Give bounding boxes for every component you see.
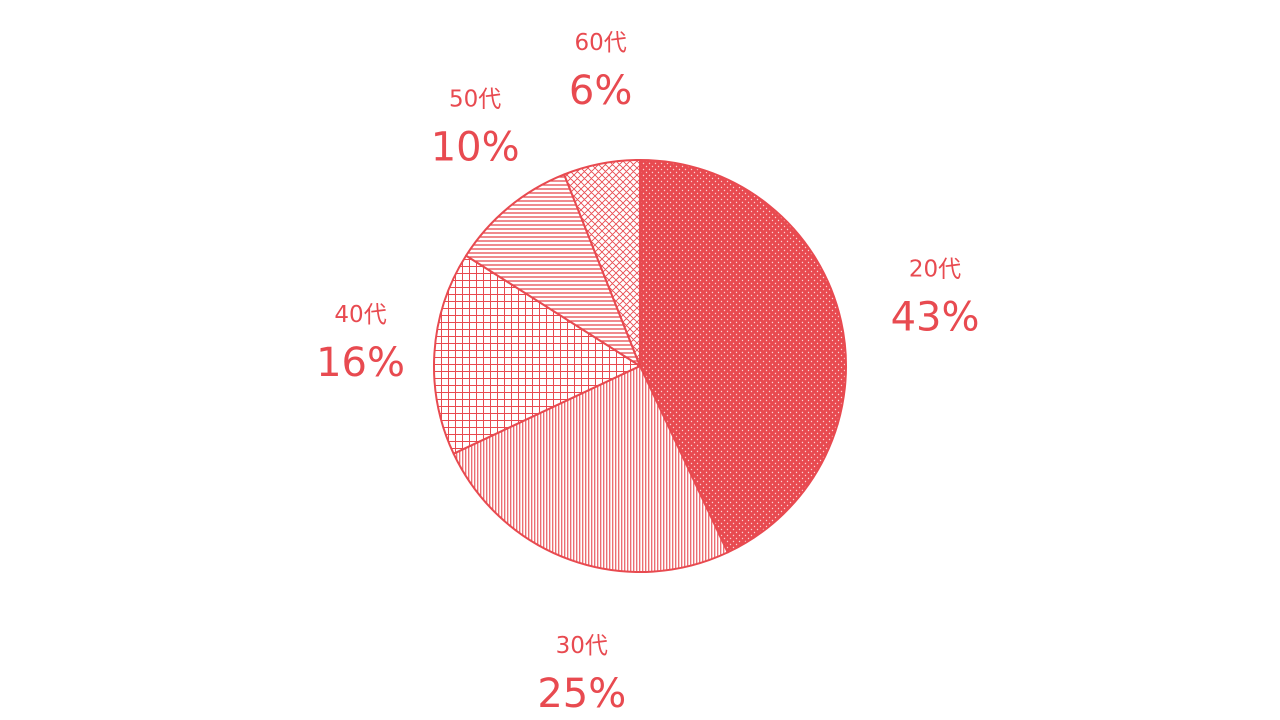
pie-labels: 20代 43% 30代 25% 40代 16% 50代 10% 60代 6% — [316, 30, 979, 717]
slice-percent-label: 25% — [537, 671, 626, 717]
pie-slice-5 — [563, 159, 641, 367]
slice-category-label: 30代 — [556, 633, 608, 659]
slice-category-label: 50代 — [449, 87, 501, 113]
slice-percent-label: 6% — [569, 68, 632, 114]
slice-category-label: 40代 — [334, 302, 386, 328]
slice-category-label: 20代 — [909, 257, 961, 283]
pie-slice-4 — [465, 173, 641, 367]
slice-percent-label: 10% — [431, 125, 520, 171]
slice-category-label: 60代 — [575, 30, 627, 56]
pie-slice-3 — [433, 254, 641, 455]
pie-slice-1 — [639, 159, 847, 554]
slice-percent-label: 16% — [316, 340, 405, 386]
slice-percent-label: 43% — [891, 295, 980, 341]
pie-slice-2 — [452, 365, 729, 573]
pie-slices — [433, 159, 847, 573]
